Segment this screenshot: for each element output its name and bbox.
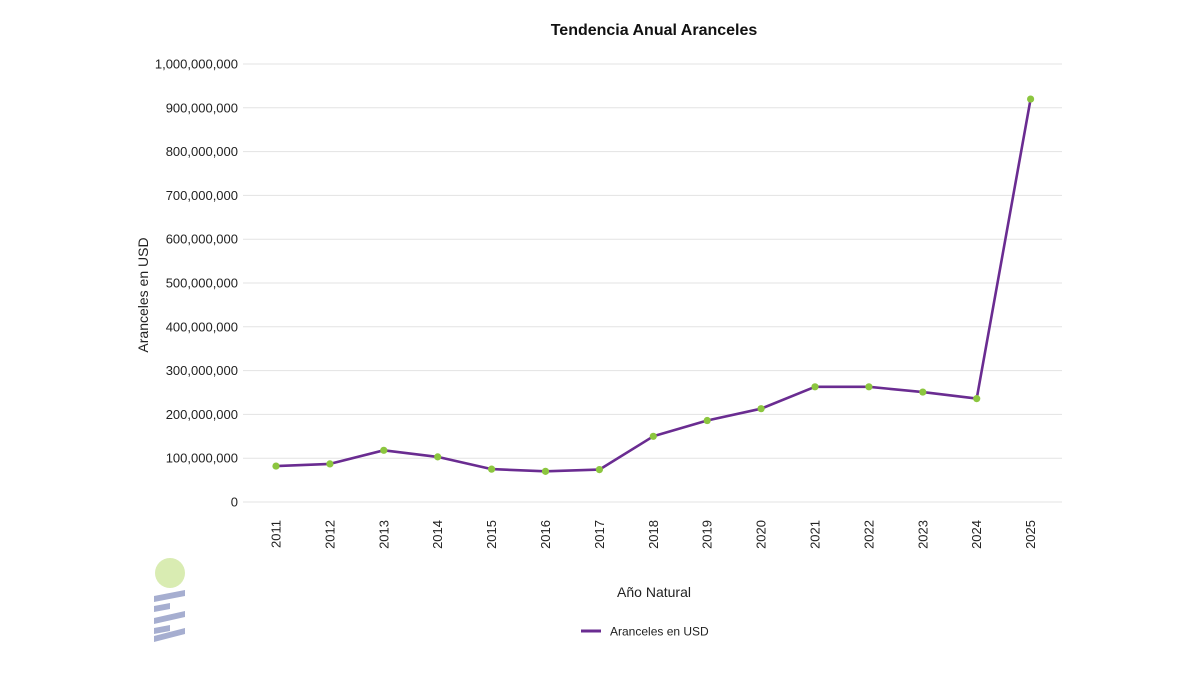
logo-circle-icon [155,558,185,588]
x-tick-label: 2011 [269,520,284,548]
data-point [649,432,657,440]
data-point [811,383,819,391]
x-tick-label: 2014 [430,520,445,549]
y-tick-label: 900,000,000 [166,100,238,115]
x-tick-label: 2022 [861,520,876,549]
x-tick-label: 2012 [322,520,337,549]
y-tick-label: 700,000,000 [166,188,238,203]
data-point [595,465,604,474]
logo-bar-icon [154,603,170,612]
x-tick-label: 2021 [808,520,823,549]
y-tick-label: 100,000,000 [166,451,238,466]
data-point [919,388,927,396]
y-tick-label: 0 [231,495,238,510]
y-axis-ticks: 0 100,000,000 200,000,000 300,000,000 400,00… [155,57,238,510]
legend: Aranceles en USD [581,625,709,639]
data-point [703,416,711,425]
logo [154,558,185,642]
data-point [326,460,334,468]
series-line [275,98,1032,473]
y-tick-label: 500,000,000 [166,276,238,291]
x-tick-label: 2016 [538,520,553,549]
data-point [865,383,873,391]
x-tick-label: 2017 [592,520,607,549]
y-tick-label: 200,000,000 [166,407,238,422]
logo-bar-icon [154,590,185,602]
logo-bar-icon [154,611,185,624]
data-point [757,405,765,413]
x-tick-label: 2019 [700,520,715,549]
x-tick-label: 2020 [754,520,769,549]
x-axis-ticks: 2011 2012 2013 2014 2015 2016 2017 2018 2019 2020… [269,520,1039,549]
logo-bar-icon [154,625,170,634]
x-tick-label: 2013 [376,520,391,549]
data-point [380,446,388,454]
y-tick-label: 600,000,000 [166,232,238,247]
y-tick-label: 800,000,000 [166,144,238,159]
data-point [541,467,550,475]
data-point [488,465,496,473]
x-tick-label: 2023 [915,520,930,549]
x-axis-label: Año Natural [617,584,691,600]
series-layer [272,95,1035,475]
gridlines [243,63,1062,503]
y-tick-label: 400,000,000 [166,319,238,334]
data-point [434,453,442,461]
x-tick-label: 2018 [646,520,661,549]
x-tick-label: 2025 [1023,520,1038,549]
legend-label: Aranceles en USD [610,625,709,639]
data-point [272,462,280,470]
data-point [1027,95,1035,103]
y-tick-label: 300,000,000 [166,363,238,378]
x-tick-label: 2024 [969,520,984,549]
y-axis-label: Aranceles en USD [135,237,151,352]
data-point [973,395,981,403]
logo-bar-icon [154,628,185,642]
chart-title: Tendencia Anual Aranceles [551,22,758,39]
y-tick-label: 1,000,000,000 [155,57,238,72]
x-tick-label: 2015 [484,520,499,549]
